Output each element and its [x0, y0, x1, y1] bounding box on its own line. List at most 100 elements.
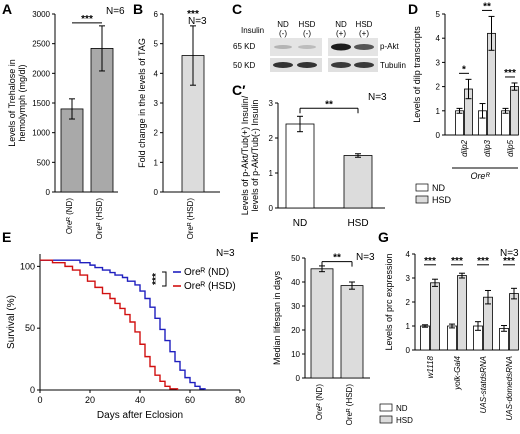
- band-label-pakt: p-Akt: [380, 42, 399, 51]
- a-sig-label: ***: [81, 14, 93, 25]
- panel-f-chart: 0 10 20 30 40 50 Median lifespan in days Oreᴿ (…: [272, 252, 375, 425]
- lane-4-ins: (+): [359, 29, 369, 38]
- e-series-line-0: [40, 259, 206, 390]
- a-bar-0: [60, 108, 84, 193]
- g-xcat-1: yolk-Gal4: [453, 355, 462, 390]
- g-ytick-label-3: 3: [406, 274, 411, 283]
- b-ytick-label-5: 5: [154, 40, 159, 49]
- e-series-line-1: [40, 259, 179, 390]
- band-tub-3: [331, 62, 351, 68]
- a-ytick-label-5: 2500: [32, 40, 50, 49]
- g-bar-2-1: [483, 296, 493, 351]
- insulin-label: Insulin: [241, 26, 264, 35]
- g-ytick-label-1: 1: [406, 322, 411, 331]
- e-ytick-label-2: 100: [20, 261, 35, 271]
- b-sig-label: ***: [187, 9, 199, 20]
- cp-bar-0: [285, 123, 315, 209]
- e-legend-label-0: Oreᴿ (ND): [184, 267, 229, 278]
- e-ytick-label-1: 50: [25, 323, 35, 333]
- g-xcat-3: UAS-domedsRNA: [505, 356, 514, 420]
- lane-1-ins: (-): [279, 29, 287, 38]
- mw-65: 65 KD: [233, 42, 255, 51]
- d-bar-2-0: [501, 110, 510, 136]
- g-ytick-label-0: 0: [406, 346, 411, 355]
- d-legend-swatch-1: [415, 195, 429, 204]
- d-legend-label-1: HSD: [432, 195, 452, 205]
- b-ytick-label-2: 2: [154, 129, 159, 138]
- g-sig-label-2: ***: [477, 256, 489, 267]
- band-tub-2: [297, 62, 317, 68]
- d-bar-2-1: [510, 86, 519, 136]
- g-bar-1-0: [447, 325, 457, 351]
- cp-ytick-label-0: 0: [269, 204, 274, 213]
- d-bar-0-0: [455, 110, 464, 136]
- panel-c-blot: Insulin ND (-) HSD (-) ND (+) HSD (+) 65…: [233, 20, 406, 72]
- panel-d-chart: 0 1 2 3 4 5 Levels of dilp transcripts * dilp2 **…: [412, 1, 519, 205]
- a-ytick-label-2: 1000: [32, 129, 50, 138]
- cp-sig-label: **: [325, 99, 333, 110]
- a-ytick-label-3: 1500: [32, 99, 50, 108]
- g-legend-swatch-1: [379, 415, 393, 424]
- b-ytick-label-1: 1: [154, 158, 159, 167]
- cp-ylabel-line-1: levels of p-Akt/Tub(-) Insulin: [250, 100, 260, 212]
- panel-label-g: G: [378, 229, 389, 245]
- f-ytick-label-5: 50: [291, 254, 300, 263]
- e-xtick-label-3: 60: [185, 395, 195, 405]
- b-ytick-label-6: 6: [154, 10, 159, 19]
- d-ytick-label-1: 1: [436, 107, 441, 116]
- f-ylabel-line-0: Median lifespan in days: [272, 270, 282, 365]
- d-sig-label-0: *: [462, 64, 466, 75]
- e-legend-label-1: Oreᴿ (HSD): [184, 281, 236, 292]
- e-sig-bracket: [162, 271, 167, 287]
- f-ytick-label-0: 0: [296, 374, 301, 383]
- blot-tub-left: [270, 58, 322, 72]
- d-xcat-1: dilp3: [483, 139, 492, 156]
- panel-label-a: A: [2, 1, 12, 17]
- d-ytick-label-5: 5: [436, 10, 441, 19]
- band-pakt-1: [274, 45, 292, 49]
- a-ylabel-line-0: Levels of Trehalose in: [7, 59, 17, 147]
- b-ytick-label-0: 0: [154, 188, 159, 197]
- cp-n-label: N=3: [368, 92, 387, 103]
- b-n-label: N=3: [188, 16, 207, 27]
- g-ytick-label-4: 4: [406, 250, 411, 259]
- lane-2-cond: HSD: [299, 20, 316, 29]
- panel-label-e: E: [2, 229, 11, 245]
- panel-label-b: B: [133, 1, 143, 17]
- band-tub-4: [354, 62, 374, 68]
- cp-xcat-0: ND: [293, 218, 307, 229]
- a-ytick-label-6: 3000: [32, 10, 50, 19]
- e-n-label: N=3: [216, 248, 235, 259]
- d-ytick-label-4: 4: [436, 34, 441, 43]
- f-sig-label: **: [333, 253, 341, 264]
- a-ytick-label-4: 2000: [32, 69, 50, 78]
- cp-bar-1: [343, 155, 373, 209]
- g-legend-label-0: ND: [396, 404, 408, 413]
- g-sig-label-1: ***: [451, 256, 463, 267]
- b-ylabel-line-0: Fold change in the levels of TAG: [137, 38, 147, 168]
- e-xlabel: Days after Eclosion: [97, 410, 183, 421]
- a-ytick-label-1: 500: [37, 158, 51, 167]
- d-xcat-2: dilp5: [506, 139, 515, 156]
- f-ytick-label-3: 30: [291, 302, 300, 311]
- band-label-tubulin: Tubulin: [380, 61, 406, 70]
- band-pakt-4: [354, 44, 374, 50]
- d-xcat-0: dilp2: [460, 139, 469, 156]
- g-bar-0-1: [430, 282, 440, 351]
- panel-label-c: C: [232, 1, 242, 17]
- d-ylabel-line-0: Levels of dilp transcripts: [412, 26, 422, 123]
- g-sig-label-3: ***: [503, 256, 515, 267]
- g-bar-0-0: [420, 325, 430, 351]
- cp-ytick-label-1: 1: [269, 169, 274, 178]
- panel-a-chart: 0 500 1000 1500 2000 2500 3000 Levels of Trehal…: [7, 6, 125, 239]
- e-xtick-label-4: 80: [235, 395, 245, 405]
- cp-ytick-label-2: 2: [269, 134, 274, 143]
- e-xtick-label-1: 20: [85, 395, 95, 405]
- g-sig-label-0: ***: [424, 256, 436, 267]
- mw-50: 50 KD: [233, 61, 255, 70]
- panel-c-prime-chart: 0 1 2 3 Levels of p-Akt/Tub(+) Insulin/level…: [240, 92, 387, 229]
- a-n-label: N=6: [106, 6, 125, 17]
- panel-label-f: F: [250, 229, 259, 245]
- band-tub-1: [273, 62, 293, 68]
